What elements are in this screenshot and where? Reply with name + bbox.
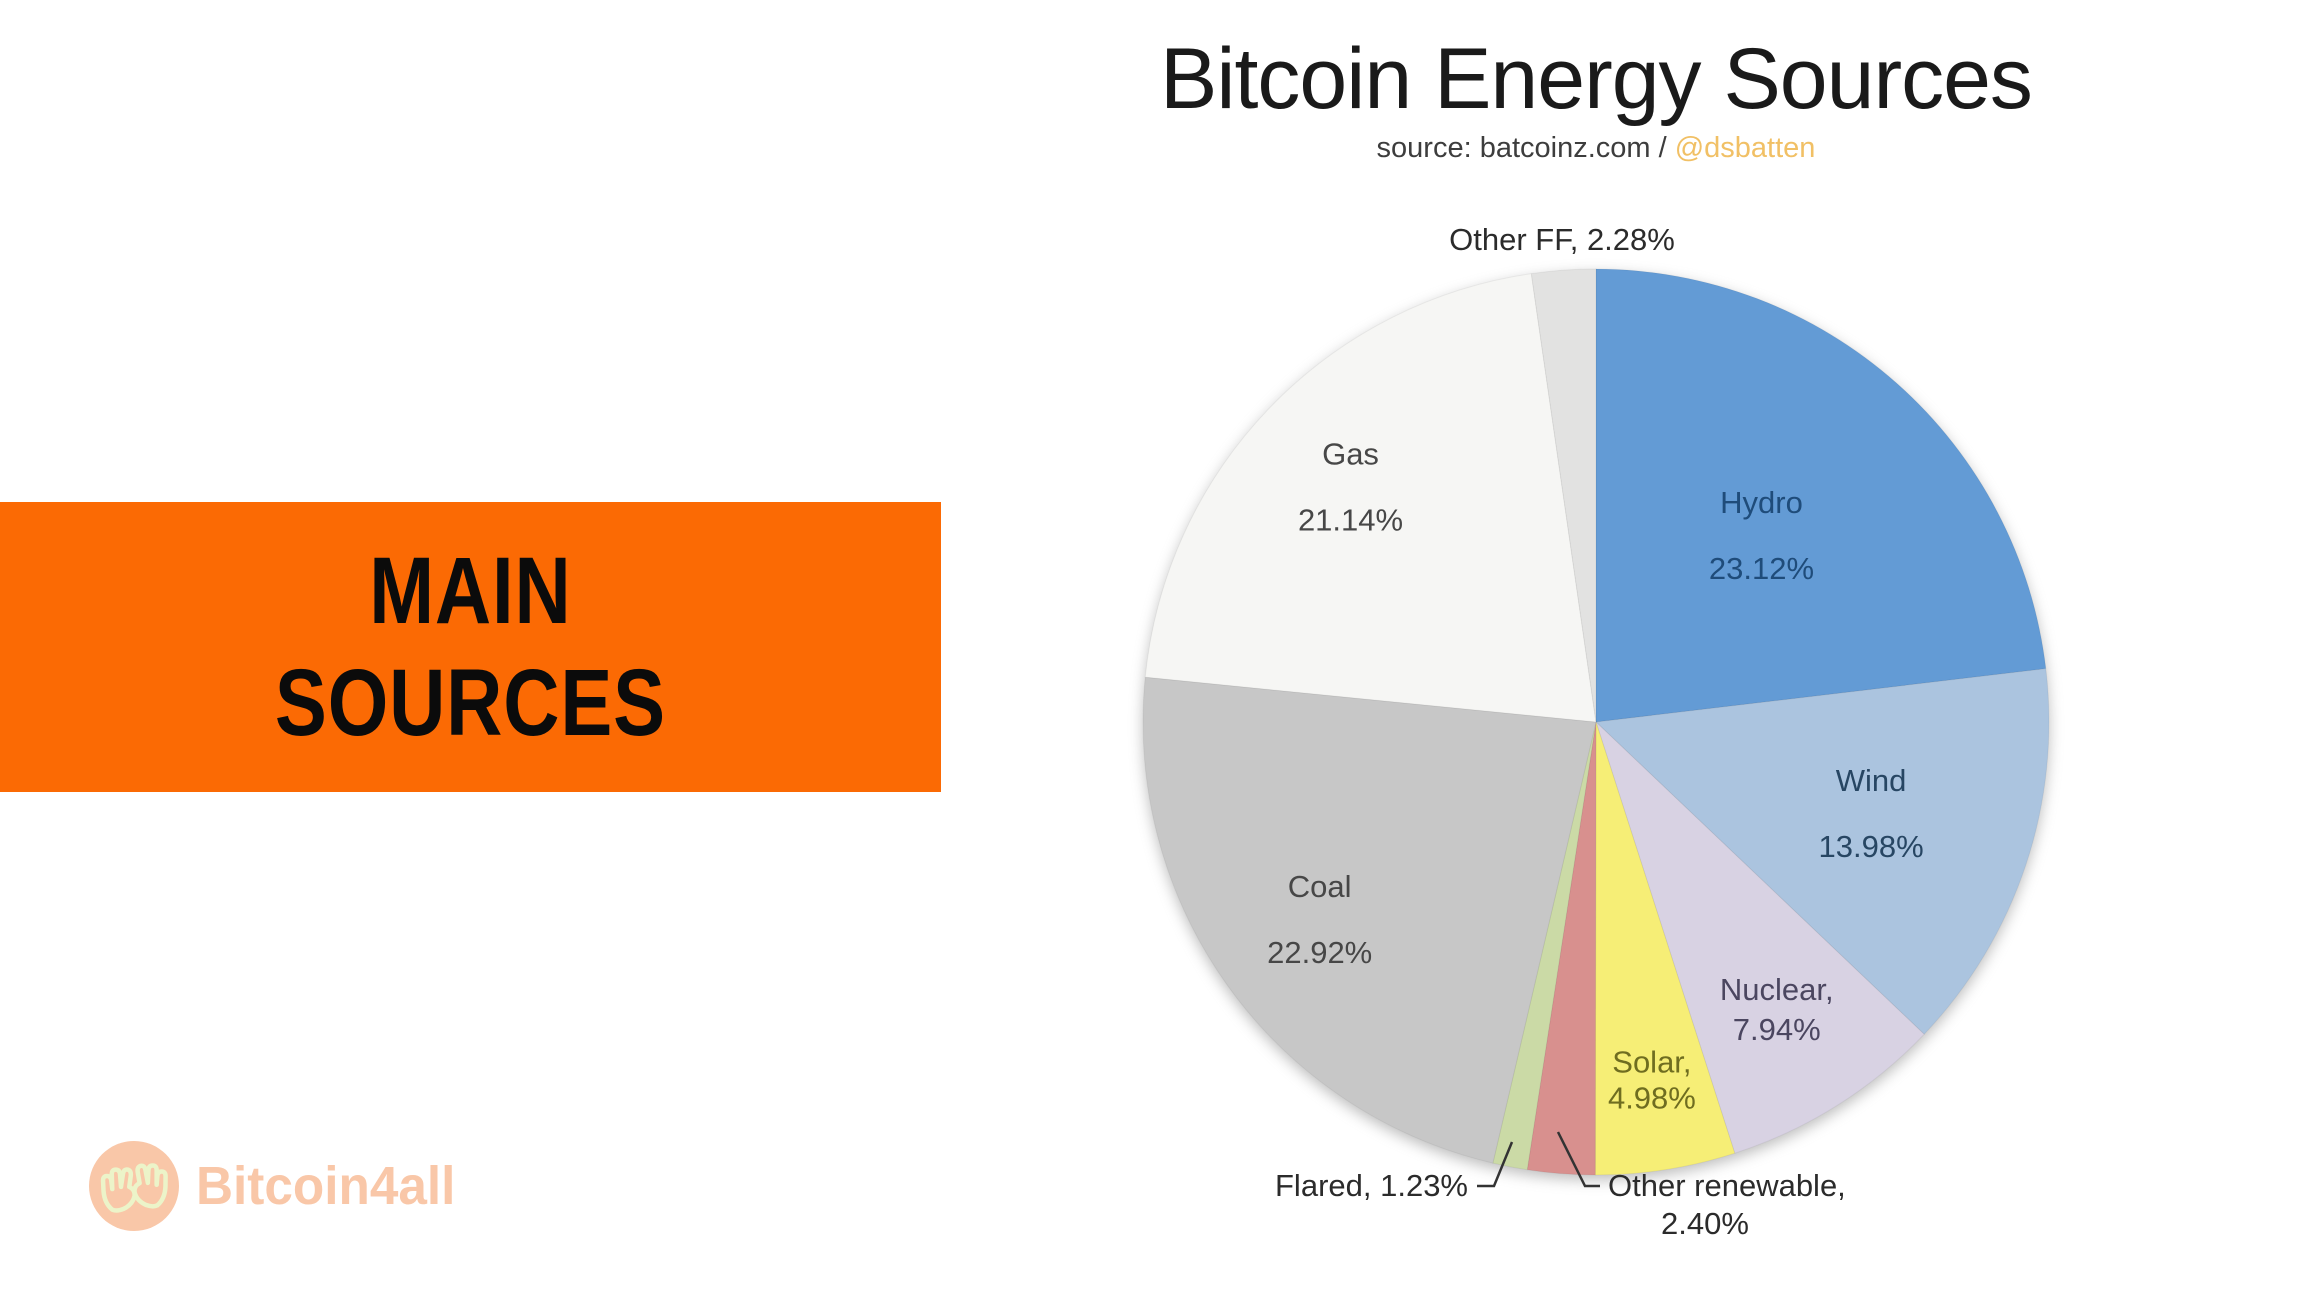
- chart-source-handle: @dsbatten: [1674, 132, 1816, 164]
- leader-line-other-renewable: [1556, 1131, 1600, 1188]
- pie-slice-solar: [1594, 721, 1736, 1176]
- pie-value-gas: 21.14%: [1298, 503, 1403, 538]
- pie-slice-nuclear: [1595, 721, 1925, 1154]
- pie-slice-gas: [1144, 273, 1597, 723]
- main-banner: MAIN SOURCES: [0, 502, 941, 792]
- pie-value-hydro: 23.12%: [1709, 551, 1814, 586]
- pie-slice-other-renewable: [1526, 721, 1597, 1176]
- pie-value-wind: 13.98%: [1819, 829, 1924, 864]
- pie-value-solar: 4.98%: [1608, 1081, 1696, 1116]
- pie-slice-flared: [1492, 721, 1597, 1171]
- pie-label-solar: Solar,: [1612, 1045, 1691, 1080]
- chart-source-text: source: batcoinz.com /: [1376, 132, 1675, 164]
- pie-value-other-renewable: 2.40%: [1661, 1206, 1749, 1241]
- pie-slice-other-ff: [1530, 268, 1597, 723]
- pie-labels: Hydro 23.12% Wind 13.98% Nuclear, 7.94% Solar,…: [1267, 222, 1924, 1241]
- pie-slice-wind: [1594, 668, 2050, 1035]
- pie-label-coal: Coal: [1288, 869, 1352, 904]
- pie-slices: [1142, 268, 2050, 1176]
- banner-title-line-1: MAIN: [369, 538, 572, 644]
- pie-label-other-ff: Other FF, 2.28%: [1449, 222, 1675, 257]
- logo-text: Bitcoin4all: [196, 1156, 456, 1216]
- pie-chart: Hydro 23.12% Wind 13.98% Nuclear, 7.94% Solar,…: [1142, 222, 2050, 1241]
- pie-label-flared: Flared, 1.23%: [1275, 1168, 1468, 1203]
- pie-label-nuclear: Nuclear,: [1720, 972, 1834, 1007]
- chart-title: Bitcoin Energy Sources: [1160, 31, 2033, 127]
- pie-value-nuclear: 7.94%: [1733, 1012, 1821, 1047]
- pie-label-gas: Gas: [1322, 437, 1379, 472]
- pie-slice-hydro: [1595, 268, 2047, 723]
- leader-line-flared: [1477, 1141, 1514, 1188]
- banner-title-line-2: SOURCES: [275, 650, 666, 756]
- pie-slice-coal: [1142, 676, 1597, 1164]
- pie-label-hydro: Hydro: [1720, 485, 1803, 520]
- pie-label-wind: Wind: [1836, 763, 1907, 798]
- bitcoin4all-logo: Bitcoin4all: [88, 1140, 469, 1232]
- bitcoin4all-logo-icon: [89, 1141, 179, 1231]
- pie-label-other-renewable: Other renewable,: [1608, 1168, 1846, 1203]
- pie-value-coal: 22.92%: [1267, 935, 1372, 970]
- chart-subtitle: source: batcoinz.com / @dsbatten: [1046, 132, 2146, 165]
- hands-icon: [100, 1163, 168, 1213]
